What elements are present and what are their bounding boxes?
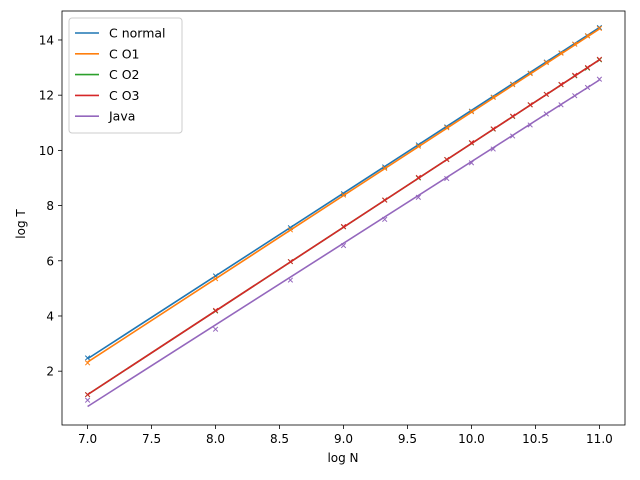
y-tick-label: 2: [46, 365, 54, 379]
data-point: [84, 397, 91, 403]
legend-item: C O1: [75, 46, 140, 61]
series-5: [84, 76, 603, 408]
x-axis-label: log N: [327, 451, 358, 465]
data-point: [340, 242, 347, 249]
data-point: [543, 59, 549, 66]
y-axis: 2 4 6 8 10 12 14: [39, 33, 62, 379]
legend-label: C O1: [109, 46, 140, 61]
legend-item: C normal: [75, 26, 166, 41]
data-point: [444, 125, 450, 131]
data-point: [468, 160, 475, 166]
legend-label: Java: [108, 109, 135, 124]
x-tick-label: 9.5: [398, 432, 417, 446]
series-4: [84, 56, 603, 398]
data-point: [510, 113, 516, 119]
data-point: [596, 56, 603, 62]
legend: C normal C O1 C O2 C O3 Java: [68, 17, 183, 134]
data-point: [558, 81, 564, 88]
data-point: [287, 277, 294, 283]
data-point: [527, 102, 533, 108]
data-point: [382, 165, 388, 171]
data-point: [415, 194, 422, 200]
data-point: [584, 84, 591, 91]
x-tick-label: 10.5: [522, 432, 549, 446]
data-point: [572, 41, 578, 47]
legend-item: C O2: [75, 67, 140, 82]
data-point: [84, 391, 91, 398]
data-point: [382, 197, 388, 203]
data-point: [444, 175, 450, 182]
x-tick-label: 7.5: [142, 432, 161, 446]
legend-item: Java: [75, 109, 135, 124]
data-point: [584, 33, 591, 39]
data-point: [596, 76, 603, 82]
legend-box: [68, 17, 183, 134]
data-point: [444, 156, 450, 163]
legend-item: C O3: [75, 88, 140, 103]
data-point: [212, 307, 219, 314]
data-point: [490, 126, 496, 132]
data-point: [415, 143, 422, 149]
data-point: [510, 82, 516, 88]
data-point: [558, 50, 564, 56]
data-point: [510, 133, 516, 139]
x-tick-label: 11.0: [586, 432, 613, 446]
data-point: [490, 146, 496, 152]
x-axis: 7.0 7.5 8.0 8.5 9.0 9.5 10.0 10.5 11.0: [78, 425, 613, 446]
legend-label: C O3: [109, 88, 140, 103]
legend-label: C normal: [109, 26, 166, 41]
data-point: [558, 102, 564, 108]
x-tick-label: 8.5: [270, 432, 289, 446]
data-point: [84, 355, 91, 361]
y-tick-label: 10: [39, 144, 54, 158]
data-point: [527, 70, 533, 77]
data-point: [212, 326, 219, 332]
y-tick-label: 8: [46, 199, 54, 213]
y-tick-label: 6: [46, 254, 54, 268]
data-point: [468, 139, 475, 146]
data-point: [382, 216, 388, 223]
series-2: [84, 25, 603, 366]
legend-label: C O2: [109, 67, 140, 82]
data-point: [84, 360, 91, 366]
y-tick-label: 12: [39, 89, 54, 103]
data-point: [287, 258, 294, 265]
data-point: [527, 122, 533, 128]
data-point: [287, 227, 294, 233]
data-point: [340, 223, 347, 230]
data-point: [572, 72, 578, 78]
data-point: [415, 174, 422, 181]
x-tick-label: 8.0: [206, 432, 225, 446]
y-axis-label: log T: [14, 209, 28, 239]
data-point: [584, 64, 591, 71]
data-point: [468, 109, 475, 115]
x-tick-label: 10.0: [458, 432, 485, 446]
data-point: [543, 91, 549, 98]
x-tick-label: 7.0: [78, 432, 97, 446]
data-point: [340, 192, 347, 198]
x-tick-label: 9.0: [334, 432, 353, 446]
data-point: [572, 93, 578, 99]
data-point: [596, 25, 603, 32]
y-tick-label: 4: [46, 309, 54, 323]
data-point: [490, 94, 496, 101]
y-tick-label: 14: [39, 33, 54, 47]
data-point: [543, 111, 549, 117]
data-point: [212, 276, 219, 282]
